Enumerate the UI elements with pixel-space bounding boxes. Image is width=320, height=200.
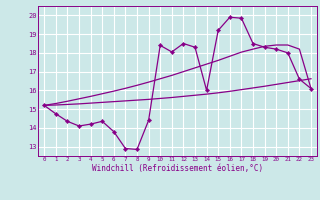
X-axis label: Windchill (Refroidissement éolien,°C): Windchill (Refroidissement éolien,°C) <box>92 164 263 173</box>
